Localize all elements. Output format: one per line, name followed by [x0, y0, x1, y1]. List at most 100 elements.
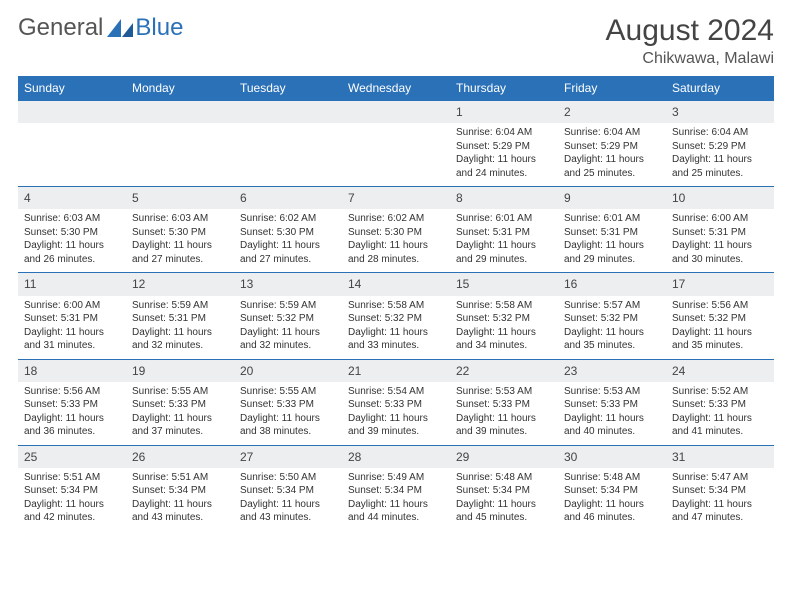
day-cell: Sunrise: 5:56 AMSunset: 5:33 PMDaylight:… [18, 382, 126, 446]
day-number: 30 [558, 445, 666, 468]
daylight-line1: Daylight: 11 hours [348, 412, 444, 426]
sunrise-text: Sunrise: 5:53 AM [564, 385, 660, 399]
day-cell: Sunrise: 6:02 AMSunset: 5:30 PMDaylight:… [234, 209, 342, 273]
daylight-line2: and 39 minutes. [456, 425, 552, 439]
sunset-text: Sunset: 5:31 PM [672, 226, 768, 240]
daylight-line2: and 44 minutes. [348, 511, 444, 525]
day-header: Wednesday [342, 76, 450, 101]
day-number: 16 [558, 273, 666, 296]
day-number: 20 [234, 359, 342, 382]
daylight-line1: Daylight: 11 hours [348, 239, 444, 253]
daylight-line2: and 32 minutes. [132, 339, 228, 353]
day-number: 6 [234, 187, 342, 210]
sunset-text: Sunset: 5:29 PM [672, 140, 768, 154]
sunrise-text: Sunrise: 5:50 AM [240, 471, 336, 485]
day-header: Thursday [450, 76, 558, 101]
day-number: 18 [18, 359, 126, 382]
sunrise-text: Sunrise: 5:59 AM [132, 299, 228, 313]
daylight-line2: and 31 minutes. [24, 339, 120, 353]
sunset-text: Sunset: 5:34 PM [24, 484, 120, 498]
title-block: August 2024 Chikwawa, Malawi [606, 14, 774, 68]
daylight-line2: and 36 minutes. [24, 425, 120, 439]
day-header: Saturday [666, 76, 774, 101]
day-number [342, 101, 450, 124]
daylight-line2: and 43 minutes. [132, 511, 228, 525]
logo-sail-icon [107, 19, 133, 37]
sunrise-text: Sunrise: 6:01 AM [456, 212, 552, 226]
day-number: 27 [234, 445, 342, 468]
day-number: 19 [126, 359, 234, 382]
day-header-row: Sunday Monday Tuesday Wednesday Thursday… [18, 76, 774, 101]
daylight-line1: Daylight: 11 hours [564, 412, 660, 426]
sunset-text: Sunset: 5:30 PM [132, 226, 228, 240]
day-number: 12 [126, 273, 234, 296]
sunrise-text: Sunrise: 5:58 AM [348, 299, 444, 313]
daylight-line2: and 41 minutes. [672, 425, 768, 439]
day-number [234, 101, 342, 124]
week-detail-row: Sunrise: 6:00 AMSunset: 5:31 PMDaylight:… [18, 296, 774, 360]
daylight-line1: Daylight: 11 hours [24, 326, 120, 340]
daylight-line2: and 25 minutes. [564, 167, 660, 181]
day-number: 5 [126, 187, 234, 210]
daylight-line1: Daylight: 11 hours [24, 412, 120, 426]
day-cell [342, 123, 450, 187]
day-cell: Sunrise: 5:53 AMSunset: 5:33 PMDaylight:… [450, 382, 558, 446]
daylight-line1: Daylight: 11 hours [132, 326, 228, 340]
day-cell: Sunrise: 6:01 AMSunset: 5:31 PMDaylight:… [558, 209, 666, 273]
day-cell: Sunrise: 6:03 AMSunset: 5:30 PMDaylight:… [18, 209, 126, 273]
sunrise-text: Sunrise: 6:03 AM [132, 212, 228, 226]
day-cell: Sunrise: 5:48 AMSunset: 5:34 PMDaylight:… [450, 468, 558, 531]
daylight-line2: and 25 minutes. [672, 167, 768, 181]
week-number-row: 45678910 [18, 187, 774, 210]
day-number: 7 [342, 187, 450, 210]
day-number: 1 [450, 101, 558, 124]
day-number: 14 [342, 273, 450, 296]
header: General Blue August 2024 Chikwawa, Malaw… [18, 14, 774, 68]
sunrise-text: Sunrise: 6:02 AM [240, 212, 336, 226]
day-cell: Sunrise: 5:57 AMSunset: 5:32 PMDaylight:… [558, 296, 666, 360]
sunset-text: Sunset: 5:32 PM [240, 312, 336, 326]
sunset-text: Sunset: 5:33 PM [348, 398, 444, 412]
day-number: 23 [558, 359, 666, 382]
sunrise-text: Sunrise: 5:49 AM [348, 471, 444, 485]
sunrise-text: Sunrise: 5:53 AM [456, 385, 552, 399]
month-title: August 2024 [606, 14, 774, 48]
day-number: 22 [450, 359, 558, 382]
day-number: 3 [666, 101, 774, 124]
week-number-row: 11121314151617 [18, 273, 774, 296]
day-cell: Sunrise: 6:03 AMSunset: 5:30 PMDaylight:… [126, 209, 234, 273]
daylight-line1: Daylight: 11 hours [456, 153, 552, 167]
daylight-line2: and 39 minutes. [348, 425, 444, 439]
day-cell: Sunrise: 5:59 AMSunset: 5:32 PMDaylight:… [234, 296, 342, 360]
day-number: 4 [18, 187, 126, 210]
day-number: 28 [342, 445, 450, 468]
sunset-text: Sunset: 5:30 PM [24, 226, 120, 240]
day-number: 26 [126, 445, 234, 468]
day-number: 15 [450, 273, 558, 296]
daylight-line1: Daylight: 11 hours [672, 239, 768, 253]
daylight-line2: and 29 minutes. [564, 253, 660, 267]
daylight-line2: and 34 minutes. [456, 339, 552, 353]
brand-logo: General Blue [18, 14, 183, 42]
day-cell: Sunrise: 5:50 AMSunset: 5:34 PMDaylight:… [234, 468, 342, 531]
day-number: 8 [450, 187, 558, 210]
daylight-line1: Daylight: 11 hours [672, 498, 768, 512]
day-header: Friday [558, 76, 666, 101]
day-cell: Sunrise: 6:02 AMSunset: 5:30 PMDaylight:… [342, 209, 450, 273]
day-cell: Sunrise: 5:55 AMSunset: 5:33 PMDaylight:… [234, 382, 342, 446]
sunrise-text: Sunrise: 5:52 AM [672, 385, 768, 399]
daylight-line2: and 32 minutes. [240, 339, 336, 353]
sunset-text: Sunset: 5:34 PM [240, 484, 336, 498]
daylight-line2: and 28 minutes. [348, 253, 444, 267]
daylight-line2: and 30 minutes. [672, 253, 768, 267]
sunrise-text: Sunrise: 5:57 AM [564, 299, 660, 313]
sunrise-text: Sunrise: 6:02 AM [348, 212, 444, 226]
sunrise-text: Sunrise: 6:04 AM [672, 126, 768, 140]
day-cell: Sunrise: 6:00 AMSunset: 5:31 PMDaylight:… [18, 296, 126, 360]
daylight-line2: and 27 minutes. [240, 253, 336, 267]
day-number: 11 [18, 273, 126, 296]
sunset-text: Sunset: 5:33 PM [456, 398, 552, 412]
sunrise-text: Sunrise: 5:47 AM [672, 471, 768, 485]
day-cell: Sunrise: 6:00 AMSunset: 5:31 PMDaylight:… [666, 209, 774, 273]
sunset-text: Sunset: 5:29 PM [564, 140, 660, 154]
